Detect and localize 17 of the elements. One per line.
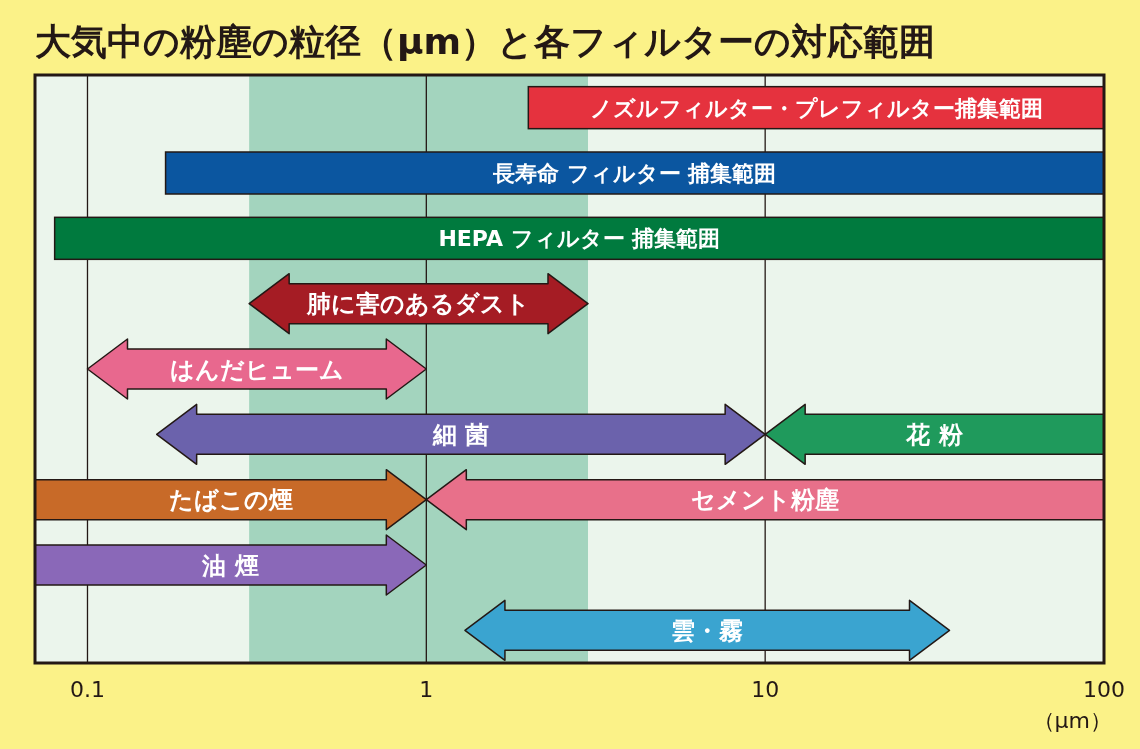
- series-label: セメント粉塵: [691, 486, 840, 515]
- x-tick-label: 1: [419, 677, 434, 702]
- series-label: 油 煙: [202, 551, 259, 580]
- series-label: 長寿命 フィルター 捕集範囲: [493, 160, 777, 186]
- x-tick-label: 100: [1083, 677, 1125, 702]
- series-label: ノズルフィルター・プレフィルター捕集範囲: [589, 95, 1043, 121]
- series-label: 肺に害のあるダスト: [307, 290, 531, 319]
- series-label: 細 菌: [432, 420, 490, 449]
- x-axis-title: （μm）: [1032, 708, 1112, 733]
- series-label: HEPA フィルター 捕集範囲: [438, 226, 721, 252]
- series-label: 雲・霧: [671, 616, 744, 645]
- x-tick-label: 10: [751, 677, 780, 702]
- series-label: たばこの煙: [168, 486, 293, 515]
- x-tick-label: 0.1: [70, 677, 105, 702]
- chart-title: 大気中の粉塵の粒径（μm）と各フィルターの対応範囲: [35, 21, 935, 62]
- series-label: 花 粉: [906, 420, 963, 449]
- series-label: はんだヒューム: [169, 355, 344, 384]
